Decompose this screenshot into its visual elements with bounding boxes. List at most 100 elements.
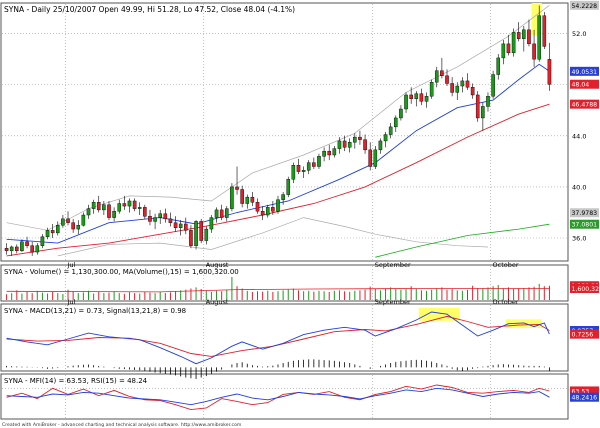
- candle-body: [25, 241, 29, 246]
- value-badge-label: 48.04: [572, 82, 590, 89]
- value-badge-label: 63.53: [572, 388, 590, 395]
- value-badge: [570, 208, 599, 218]
- value-badge-label: 37.0801: [572, 222, 598, 229]
- mfi-line: [6, 384, 550, 411]
- candle-body: [184, 223, 188, 231]
- value-badge-label: 1,600,32: [572, 286, 600, 293]
- candle-body: [455, 85, 460, 93]
- candle-body: [475, 94, 480, 119]
- candle-body: [158, 213, 162, 218]
- candle-body: [522, 29, 526, 39]
- mfi-panel-title: SYNA - MFI(14) = 63.53, RSI(15) = 48.24: [4, 377, 148, 385]
- volume-panel-frame: [0, 264, 569, 302]
- price-tick-label: 40.0: [572, 183, 586, 191]
- lower-band-line: [57, 217, 489, 257]
- candle-body: [15, 246, 19, 251]
- candle-body: [71, 222, 75, 230]
- macd-highlight-box: [505, 319, 542, 329]
- slow-ma-line: [6, 103, 550, 257]
- month-label: September: [375, 261, 411, 269]
- month-label: Jul: [66, 261, 75, 269]
- candle-body: [81, 214, 86, 226]
- candle-body: [209, 217, 214, 230]
- axis-layer: Jul Jul August August September September Octo…: [66, 0, 600, 402]
- value-badge-label: 54.2228: [572, 3, 598, 10]
- price-layer: [4, 5, 552, 258]
- candle-body: [424, 96, 429, 102]
- candle-body: [173, 222, 178, 228]
- candle-body: [265, 207, 270, 216]
- candle-body: [445, 75, 449, 84]
- candle-body: [511, 32, 516, 54]
- candle-body: [322, 150, 326, 157]
- candle-body: [337, 140, 342, 149]
- value-badge-label: 46.4788: [572, 102, 598, 109]
- candle-body: [35, 245, 40, 253]
- candle-body: [537, 15, 541, 60]
- candle-body: [66, 218, 70, 223]
- candle-body: [96, 202, 101, 211]
- candle-body: [486, 96, 490, 107]
- candle-body: [132, 200, 137, 209]
- value-badge: [570, 0, 599, 10]
- volume-ma-line: [6, 288, 550, 293]
- candle-body: [327, 150, 332, 156]
- candle-body: [388, 126, 393, 135]
- candle-body: [143, 207, 147, 217]
- value-badge-label: 49.0531: [572, 69, 598, 76]
- candle-body: [230, 186, 234, 209]
- candle-body: [347, 142, 352, 148]
- month-label: Jul: [66, 298, 75, 306]
- candle-body: [163, 213, 168, 220]
- candle-body: [286, 179, 291, 195]
- candle-body: [40, 236, 45, 246]
- candle-body: [414, 93, 419, 99]
- candle-body: [394, 117, 398, 128]
- candle-body: [501, 43, 506, 59]
- candle-body: [496, 57, 501, 75]
- candle-body: [419, 93, 424, 102]
- macd-line: [6, 311, 550, 365]
- candle-body: [281, 194, 285, 200]
- candle-body: [460, 80, 465, 87]
- candle-body: [219, 209, 224, 218]
- candle-body: [470, 87, 475, 96]
- candle-body: [506, 43, 511, 54]
- candle-body: [50, 230, 55, 234]
- candle-body: [4, 248, 9, 251]
- volume-layer: [6, 277, 550, 300]
- candle-body: [153, 217, 157, 222]
- candle-body: [86, 208, 91, 216]
- candle-body: [20, 241, 24, 251]
- candle-body: [527, 29, 531, 45]
- price-tick-label: 52.0: [572, 30, 586, 38]
- value-badge-label: 48.2416: [572, 395, 598, 402]
- candle-body: [112, 210, 116, 218]
- value-badge: [570, 66, 599, 76]
- candle-body: [276, 199, 280, 212]
- rsi-line: [6, 387, 550, 406]
- candle-body: [399, 108, 403, 119]
- mfi-panel-frame: [0, 373, 569, 420]
- candle-body: [55, 225, 60, 234]
- candle-body: [368, 149, 372, 167]
- candle-body: [409, 94, 413, 99]
- value-badge: [570, 392, 599, 402]
- month-label: August: [206, 261, 229, 269]
- candle-body: [440, 70, 444, 77]
- candle-body: [332, 148, 337, 156]
- candle-body: [189, 230, 193, 246]
- candle-body: [291, 165, 296, 180]
- candle-body: [107, 204, 111, 218]
- candle-body: [250, 196, 255, 203]
- candle-body: [358, 136, 362, 140]
- candle-body: [137, 207, 142, 209]
- price-tick-label: 36.0: [572, 235, 586, 243]
- candle-body: [240, 189, 244, 204]
- mfi-layer: [6, 384, 550, 411]
- footer-credit: Created with AmiBroker - advanced charti…: [2, 422, 242, 428]
- candle-body: [45, 230, 50, 237]
- month-label: October: [493, 261, 519, 269]
- candle-body: [491, 74, 495, 97]
